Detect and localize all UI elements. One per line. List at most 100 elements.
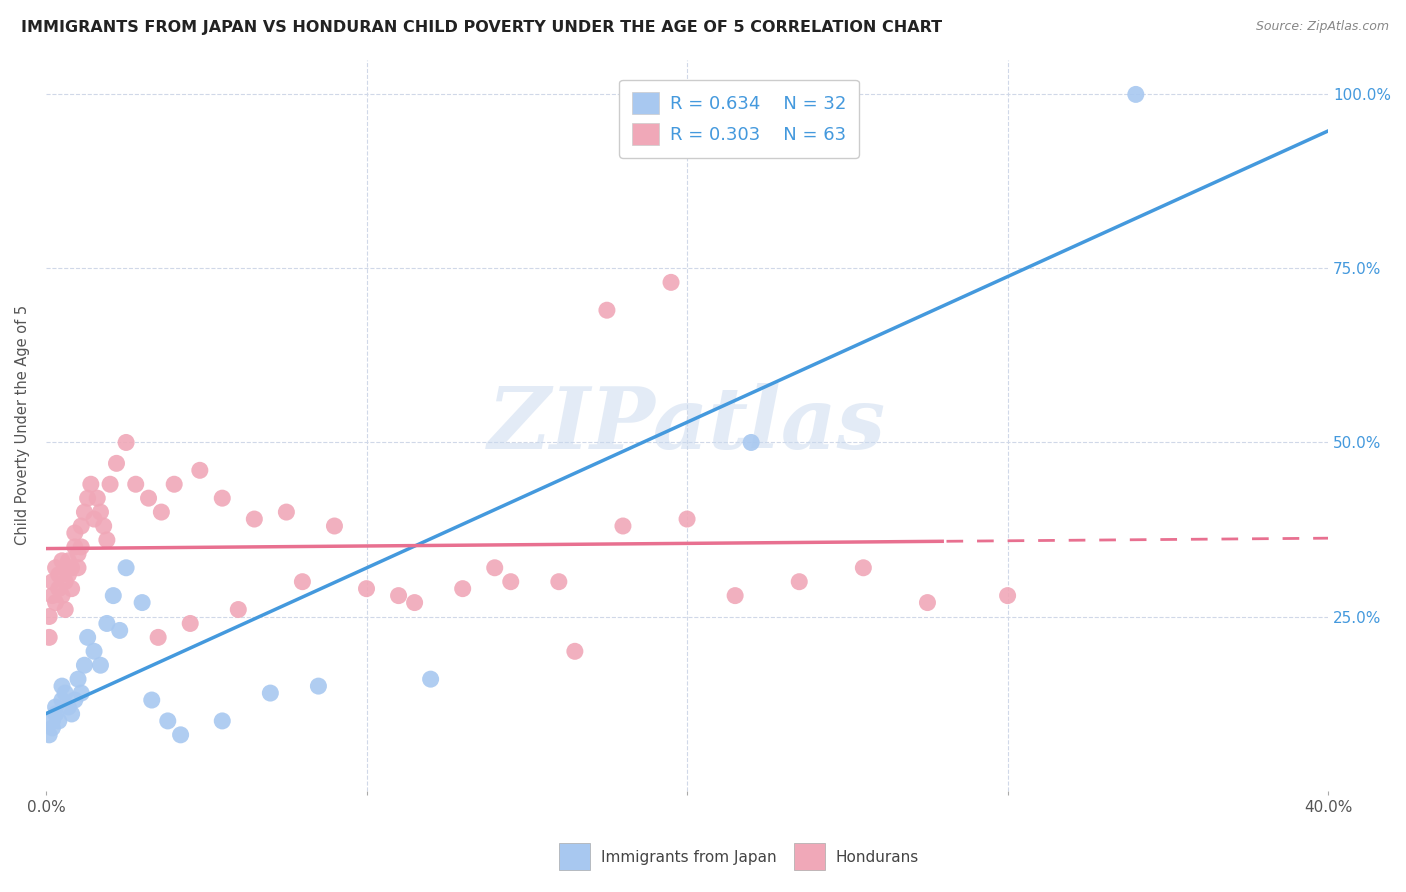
Point bbox=[146, 631, 169, 645]
Point bbox=[63, 693, 86, 707]
Point bbox=[740, 435, 762, 450]
Point bbox=[76, 491, 98, 505]
Point bbox=[63, 525, 86, 540]
Point bbox=[63, 540, 86, 554]
Point bbox=[51, 589, 73, 603]
Point bbox=[53, 602, 76, 616]
Point bbox=[564, 644, 586, 658]
Point bbox=[66, 561, 89, 575]
Point bbox=[547, 574, 569, 589]
Point bbox=[419, 672, 441, 686]
Point bbox=[60, 582, 83, 596]
Point bbox=[141, 693, 163, 707]
Point bbox=[103, 589, 125, 603]
Point bbox=[211, 714, 233, 728]
Point bbox=[596, 303, 619, 318]
Point bbox=[259, 686, 281, 700]
Point bbox=[997, 589, 1019, 603]
Point bbox=[89, 505, 111, 519]
Point bbox=[387, 589, 409, 603]
Point bbox=[38, 609, 60, 624]
Point bbox=[612, 519, 634, 533]
Point bbox=[80, 477, 103, 491]
Point bbox=[83, 512, 105, 526]
Point bbox=[58, 567, 80, 582]
Point bbox=[115, 561, 138, 575]
Point bbox=[51, 554, 73, 568]
Point bbox=[307, 679, 329, 693]
Point bbox=[70, 686, 93, 700]
Point bbox=[45, 706, 67, 721]
Point bbox=[73, 658, 96, 673]
Point bbox=[169, 728, 191, 742]
Point bbox=[58, 700, 80, 714]
Text: Source: ZipAtlas.com: Source: ZipAtlas.com bbox=[1256, 20, 1389, 33]
Point bbox=[96, 533, 118, 547]
Point bbox=[53, 686, 76, 700]
Text: ZIPatlas: ZIPatlas bbox=[488, 384, 886, 467]
Point bbox=[53, 574, 76, 589]
Point bbox=[93, 519, 115, 533]
Point bbox=[41, 574, 63, 589]
Point bbox=[356, 582, 378, 596]
Point bbox=[41, 721, 63, 735]
Point bbox=[659, 276, 682, 290]
Point bbox=[724, 589, 747, 603]
Point bbox=[917, 596, 939, 610]
Point bbox=[73, 505, 96, 519]
Point bbox=[179, 616, 201, 631]
Point bbox=[45, 596, 67, 610]
Legend: R = 0.634    N = 32, R = 0.303    N = 63: R = 0.634 N = 32, R = 0.303 N = 63 bbox=[619, 79, 859, 158]
Point bbox=[60, 706, 83, 721]
Point bbox=[125, 477, 148, 491]
Point bbox=[45, 700, 67, 714]
Point bbox=[243, 512, 266, 526]
Point bbox=[96, 616, 118, 631]
Point bbox=[58, 554, 80, 568]
Point bbox=[98, 477, 121, 491]
Point bbox=[66, 547, 89, 561]
Point bbox=[138, 491, 160, 505]
Point bbox=[787, 574, 810, 589]
Point bbox=[70, 519, 93, 533]
Point bbox=[48, 567, 70, 582]
Point bbox=[115, 435, 138, 450]
Point bbox=[51, 693, 73, 707]
Point bbox=[131, 596, 153, 610]
Point bbox=[41, 589, 63, 603]
Point bbox=[48, 714, 70, 728]
Point bbox=[1125, 87, 1147, 102]
Point bbox=[226, 602, 249, 616]
Point bbox=[276, 505, 298, 519]
Text: Immigrants from Japan: Immigrants from Japan bbox=[600, 850, 776, 865]
Point bbox=[76, 631, 98, 645]
Point bbox=[163, 477, 186, 491]
Text: IMMIGRANTS FROM JAPAN VS HONDURAN CHILD POVERTY UNDER THE AGE OF 5 CORRELATION C: IMMIGRANTS FROM JAPAN VS HONDURAN CHILD … bbox=[21, 20, 942, 35]
Point bbox=[41, 714, 63, 728]
Point bbox=[60, 561, 83, 575]
Point bbox=[404, 596, 426, 610]
Point bbox=[66, 672, 89, 686]
Y-axis label: Child Poverty Under the Age of 5: Child Poverty Under the Age of 5 bbox=[15, 305, 30, 545]
Point bbox=[676, 512, 699, 526]
Point bbox=[156, 714, 179, 728]
Point bbox=[70, 540, 93, 554]
Point bbox=[484, 561, 506, 575]
Point bbox=[150, 505, 173, 519]
Point bbox=[852, 561, 875, 575]
Point bbox=[188, 463, 211, 477]
Point bbox=[499, 574, 522, 589]
Point bbox=[48, 582, 70, 596]
Point bbox=[105, 456, 128, 470]
Point bbox=[86, 491, 108, 505]
Point bbox=[89, 658, 111, 673]
Point bbox=[291, 574, 314, 589]
Point bbox=[45, 561, 67, 575]
Text: Hondurans: Hondurans bbox=[835, 850, 920, 865]
Point bbox=[108, 624, 131, 638]
Point bbox=[323, 519, 346, 533]
Point bbox=[38, 631, 60, 645]
Point bbox=[451, 582, 474, 596]
Point bbox=[83, 644, 105, 658]
Point bbox=[51, 679, 73, 693]
